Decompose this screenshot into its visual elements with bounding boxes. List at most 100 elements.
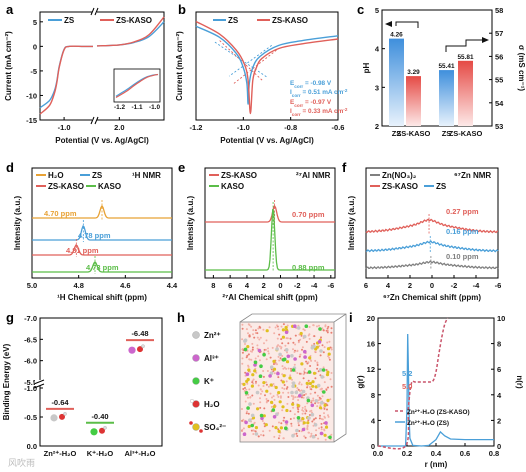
water-molecule [330, 348, 333, 351]
annot-sup: -2 [343, 88, 348, 93]
annot-zsk-icorr: Icorr = 0.33 mA cm-2 [290, 107, 348, 117]
water-molecule [306, 402, 309, 405]
panel-label-e: e [178, 160, 185, 175]
water-molecule [257, 327, 260, 330]
nmr-trace-3 [32, 261, 172, 273]
water-molecule [306, 428, 309, 431]
water-molecule [319, 414, 321, 417]
water-molecule [312, 397, 315, 400]
water-molecule [252, 329, 255, 332]
water-molecule [319, 354, 322, 357]
water-molecule [322, 329, 325, 332]
water-molecule [306, 386, 309, 389]
x-tick-label: 6 [228, 281, 232, 290]
tangent-line-3 [233, 49, 277, 84]
water-molecule [260, 433, 262, 436]
water-molecule [324, 438, 327, 441]
x-tick-label-b: -0.8 [284, 123, 297, 132]
potassium-ion [284, 426, 288, 431]
x-axis-label-b: Potential (V vs. Ag/AgCl) [220, 136, 314, 145]
water-molecule [241, 408, 243, 410]
potassium-ion [328, 435, 332, 440]
sulfate-ion [281, 380, 285, 384]
x-tick-label-c: ZS-KASO [449, 129, 483, 138]
water-molecule [301, 348, 303, 351]
legend-label-e-1: KASO [221, 182, 244, 191]
x-tick-label-a: 2.0 [114, 123, 124, 132]
water-molecule [326, 327, 329, 330]
zinc-ion [290, 390, 294, 395]
water-oxygen [59, 413, 65, 420]
water-molecule [297, 388, 300, 391]
axis-break-g [33, 379, 45, 389]
water-molecule [263, 348, 266, 351]
water-molecule [269, 356, 272, 359]
water-molecule [299, 353, 302, 356]
water-molecule [320, 387, 323, 390]
legend-label-i-0: Zn²⁺-H₂O (ZS-KASO) [407, 409, 470, 416]
water-molecule [312, 399, 315, 402]
ion-sphere [50, 414, 58, 422]
potassium-ion [321, 368, 326, 372]
legend-o-atom [199, 429, 203, 433]
water-molecule [285, 423, 288, 426]
zinc-ion [291, 433, 295, 438]
water-molecule [265, 398, 268, 400]
sulfate-ion [323, 403, 327, 407]
potassium-ion [291, 368, 296, 372]
y-tick-label-i-right: 0 [497, 442, 501, 451]
potassium-ion [258, 374, 263, 379]
aluminium-ion [253, 363, 257, 367]
x-tick-label: -6 [327, 281, 334, 290]
water-molecule [265, 339, 268, 342]
y-axis-label-i-left: g(r) [356, 375, 365, 389]
water-molecule [297, 410, 300, 413]
panel-label-h: h [177, 310, 185, 325]
aluminium-ion [303, 355, 307, 359]
ion-sphere [128, 346, 136, 354]
water-molecule [309, 435, 312, 438]
panel-label-a: a [6, 2, 14, 17]
x-tick-label: 8 [211, 281, 215, 290]
sulfate-ion [262, 381, 266, 385]
aluminium-ion [324, 421, 328, 425]
panel-label-c: c [357, 2, 364, 17]
water-molecule [328, 358, 331, 361]
potassium-ion [306, 398, 311, 403]
nmr-tag-f: ⁶⁷Zn NMR [454, 171, 491, 180]
sulfate-ion [324, 425, 329, 429]
y-tick-label-i-right: 6 [497, 365, 501, 374]
water-molecule [276, 345, 279, 348]
water-molecule [263, 342, 265, 345]
potassium-ion [259, 364, 263, 369]
zinc-ion [316, 383, 321, 388]
aluminium-ion [293, 324, 297, 329]
sulfate-ion [278, 400, 282, 404]
y-tick-label-c-left: 5 [375, 6, 379, 15]
water-molecule [256, 336, 259, 339]
x-tick-label: 0 [278, 281, 282, 290]
water-molecule [245, 394, 248, 397]
water-molecule [297, 341, 300, 344]
y-tick-label-a: 0 [33, 42, 37, 51]
water-molecule [326, 331, 329, 334]
water-molecule [314, 434, 317, 437]
panel-d: d 5.0 4.8 4.6 4.4 4.70 ppm 4.78 ppm 4.81 ppm 4… [6, 160, 178, 302]
water-molecule [320, 336, 322, 339]
annot-zs-icorr: Icorr = 0.51 mA cm-2 [290, 88, 348, 98]
sulfate-ion [281, 328, 285, 332]
water-molecule [316, 364, 319, 366]
water-molecule [325, 388, 328, 391]
axes-frame-c [381, 9, 493, 127]
water-molecule [287, 391, 290, 394]
y-axis-label-g: Binding Energy (eV) [2, 343, 11, 420]
water-molecule [307, 361, 310, 364]
water-hydrogen [141, 344, 145, 348]
water-molecule [293, 363, 296, 366]
zinc-ion [278, 352, 282, 357]
water-molecule [256, 344, 259, 347]
water-molecule [265, 358, 268, 361]
legend-label-f-0: Zn(NO₃)₂ [382, 171, 417, 180]
water-molecule [252, 433, 255, 435]
water-molecule [282, 419, 285, 422]
